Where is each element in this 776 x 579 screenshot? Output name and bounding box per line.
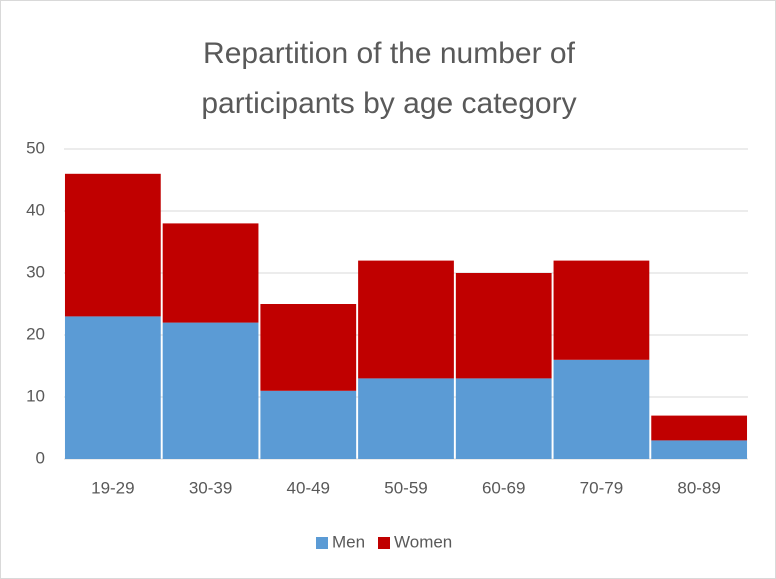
x-tick-label: 19-29 — [91, 478, 134, 497]
bar-segment — [358, 378, 454, 459]
x-tick-label: 70-79 — [580, 478, 623, 497]
y-tick-label: 0 — [36, 448, 45, 467]
legend-swatch — [378, 537, 390, 549]
y-tick-label: 30 — [26, 262, 45, 281]
bar-segment — [260, 304, 357, 391]
legend-label: Men — [332, 532, 365, 551]
x-tick-label: 40-49 — [287, 478, 330, 497]
y-tick-label: 50 — [26, 138, 45, 157]
bar-segment — [162, 322, 259, 459]
chart-title: Repartition of the number of participant… — [201, 37, 577, 120]
bar-segment — [553, 359, 650, 459]
legend-label: Women — [394, 532, 452, 551]
bar-segment — [64, 173, 161, 317]
bar-segment — [260, 390, 357, 459]
y-tick-label: 20 — [26, 324, 45, 343]
y-tick-label: 10 — [26, 386, 45, 405]
bar-segment — [651, 415, 748, 441]
bar-segment — [162, 223, 259, 323]
bar-segment — [64, 316, 161, 459]
x-tick-label: 30-39 — [189, 478, 232, 497]
bar-segment — [651, 440, 748, 459]
bar-segment — [553, 260, 650, 360]
x-tick-label: 50-59 — [384, 478, 427, 497]
bar-segment — [358, 260, 454, 379]
legend-swatch — [316, 537, 328, 549]
x-tick-label: 60-69 — [482, 478, 525, 497]
y-tick-label: 40 — [26, 200, 45, 219]
bar-segment — [455, 378, 552, 459]
x-tick-label: 80-89 — [677, 478, 720, 497]
bar-segment — [455, 273, 552, 379]
